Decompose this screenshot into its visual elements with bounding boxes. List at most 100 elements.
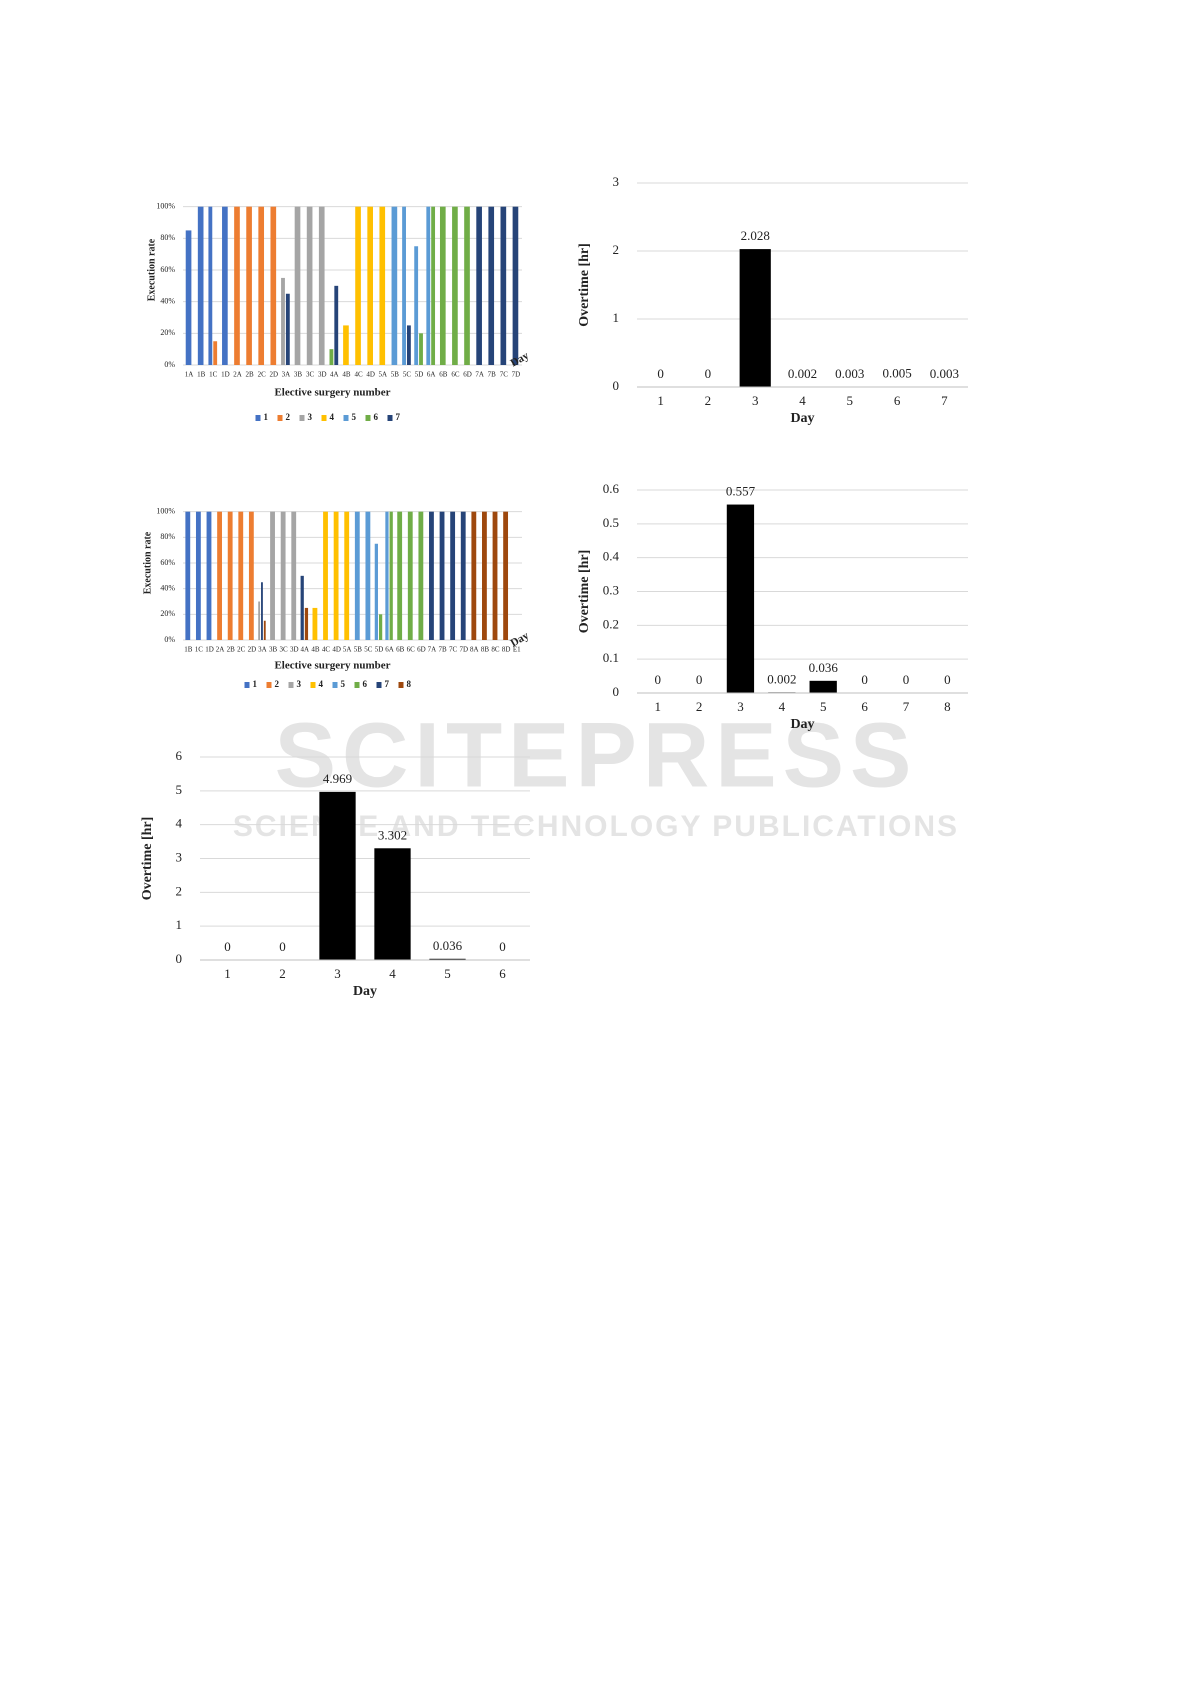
y-tick-label: 0 — [613, 684, 620, 699]
x-tick-label: 1 — [654, 699, 661, 714]
y-axis-label: Overtime [hr] — [577, 243, 592, 327]
x-tick-label: 5B — [391, 371, 400, 379]
y-tick-label: 20% — [160, 609, 175, 618]
data-label: 0 — [705, 366, 712, 381]
legend-label: 2 — [275, 679, 280, 689]
bar — [439, 511, 445, 640]
y-tick-label: 0.4 — [603, 549, 620, 564]
bar — [280, 511, 286, 640]
legend-swatch — [354, 682, 360, 688]
x-tick-label: 8A — [470, 646, 479, 654]
bar — [270, 511, 275, 640]
data-label: 0 — [944, 672, 951, 687]
x-tick-label: 7D — [459, 646, 468, 654]
y-axis-label: Execution rate — [142, 531, 153, 594]
legend-swatch — [299, 415, 305, 421]
x-tick-label: 1D — [221, 371, 230, 379]
x-tick-label: 7 — [941, 393, 948, 408]
bar — [809, 680, 837, 693]
x-tick-label: 6B — [439, 371, 448, 379]
data-label: 0.036 — [809, 660, 839, 675]
x-tick-label: 2C — [258, 371, 267, 379]
y-tick-label: 0.6 — [603, 481, 620, 496]
y-tick-label: 0.1 — [603, 650, 619, 665]
x-tick-label: 2B — [227, 646, 236, 654]
x-tick-label: 3D — [290, 646, 299, 654]
y-tick-label: 0.3 — [603, 582, 619, 597]
x-tick-label: 3C — [280, 646, 289, 654]
y-tick-label: 3 — [613, 174, 620, 189]
bar — [500, 206, 507, 365]
bar — [270, 206, 277, 365]
bar — [195, 511, 201, 640]
bar — [488, 206, 495, 365]
data-label: 0.002 — [788, 366, 817, 381]
x-tick-label: 4D — [332, 646, 341, 654]
bar — [402, 206, 406, 365]
legend-swatch — [277, 415, 283, 421]
y-tick-label: 0 — [613, 378, 620, 393]
data-label: 4.969 — [323, 771, 352, 786]
x-tick-label: 3D — [318, 371, 327, 379]
bar — [512, 206, 519, 365]
y-tick-label: 5 — [176, 782, 183, 797]
bar — [414, 246, 419, 365]
bar — [343, 325, 349, 365]
data-label: 0 — [499, 939, 506, 954]
y-axis-label: Overtime [hr] — [140, 817, 155, 901]
data-label: 0.036 — [433, 938, 463, 953]
bar — [258, 601, 261, 640]
x-tick-label: 7B — [488, 371, 497, 379]
x-tick-label: 2 — [279, 966, 286, 981]
bar — [374, 543, 378, 640]
legend-label: 4 — [319, 679, 324, 689]
x-tick-label: 5C — [403, 371, 412, 379]
bar — [263, 620, 266, 640]
bar — [397, 511, 403, 640]
x-tick-label: 4B — [311, 646, 320, 654]
bar — [385, 511, 389, 640]
legend-swatch — [244, 682, 250, 688]
x-tick-label: 1C — [209, 371, 218, 379]
bar — [329, 349, 334, 365]
x-tick-label: 8 — [944, 699, 951, 714]
x-axis-label: Day — [790, 411, 814, 426]
legend-label: 8 — [407, 679, 412, 689]
x-tick-label: 2 — [696, 699, 703, 714]
x-tick-label: 6C — [407, 646, 416, 654]
legend-label: 3 — [308, 412, 313, 422]
bar — [367, 206, 373, 365]
y-tick-label: 100% — [156, 201, 175, 210]
bar — [291, 511, 297, 640]
data-label: 0.003 — [930, 366, 959, 381]
y-tick-label: 0% — [164, 635, 175, 644]
bar — [407, 511, 413, 640]
legend-swatch — [321, 415, 327, 421]
data-label: 3.302 — [378, 827, 407, 842]
bar — [429, 511, 434, 640]
data-label: 0.002 — [767, 671, 796, 686]
x-tick-label: 6B — [396, 646, 405, 654]
bar — [439, 206, 446, 365]
y-tick-label: 4 — [176, 816, 183, 831]
x-axis-label: Elective surgery number — [274, 387, 390, 399]
data-label: 0 — [654, 672, 661, 687]
data-label: 0 — [696, 672, 703, 687]
bar — [739, 249, 771, 387]
legend-swatch — [255, 415, 261, 421]
legend-swatch — [376, 682, 382, 688]
x-tick-label: 7A — [475, 371, 484, 379]
y-tick-label: 20% — [160, 328, 175, 337]
bar — [185, 230, 192, 365]
x-tick-label: 4D — [366, 371, 375, 379]
data-label: 0.005 — [882, 366, 911, 381]
x-tick-label: 2A — [216, 646, 225, 654]
bar — [238, 511, 244, 640]
legend-label: 6 — [363, 679, 368, 689]
legend-swatch — [398, 682, 404, 688]
bar — [726, 504, 755, 693]
y-tick-label: 80% — [160, 233, 175, 242]
x-tick-label: 4A — [330, 371, 339, 379]
x-tick-label: 7D — [512, 371, 521, 379]
